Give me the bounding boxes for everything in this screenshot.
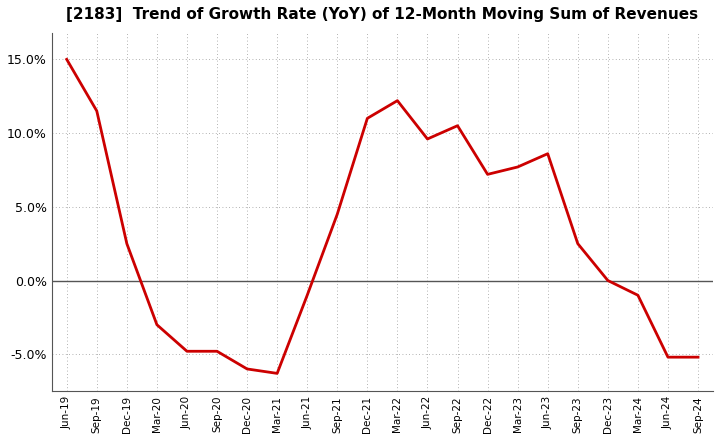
Title: [2183]  Trend of Growth Rate (YoY) of 12-Month Moving Sum of Revenues: [2183] Trend of Growth Rate (YoY) of 12-… (66, 7, 698, 22)
